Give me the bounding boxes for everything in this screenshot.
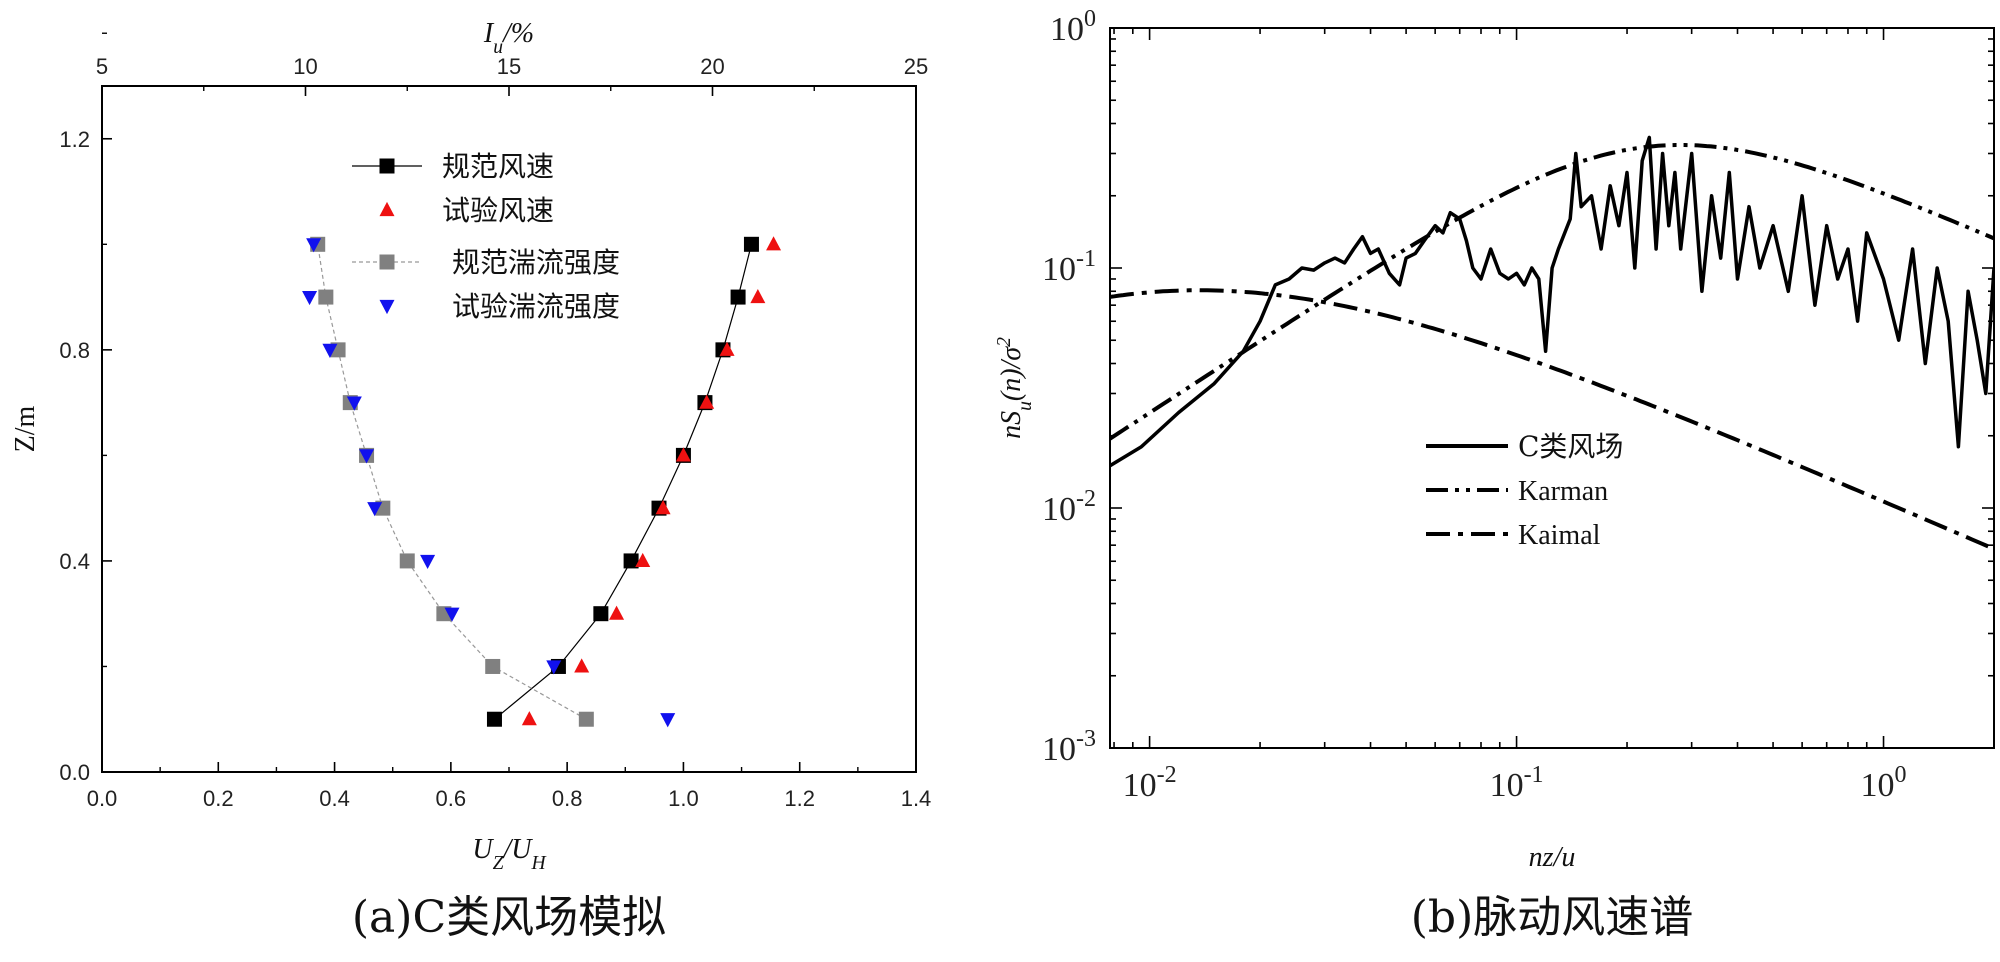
data-point-3 (444, 607, 460, 622)
plot-frame-a (101, 85, 917, 773)
panel-a: 0.0 0.2 0.4 0.6 0.8 1.0 1.2 1.4 5 10 15 20 25 0.0 0.4 0… (10, 18, 931, 943)
data-point-1 (675, 447, 691, 462)
data-point-3 (420, 554, 436, 570)
x-tick-label: 1.2 (784, 786, 815, 811)
top-axis-label: Iu/% (483, 18, 534, 58)
y-tick-label: 10-2 (1042, 486, 1096, 528)
left-axis-label-b: nSu(n)/σ2 (994, 337, 1036, 439)
bottom-axis-label: UZ/UH (472, 834, 547, 874)
data-point-2 (399, 553, 415, 569)
data-point-0 (593, 606, 609, 622)
x2-tick-label: 25 (904, 54, 928, 79)
x-tick-label: 0.2 (203, 786, 234, 811)
data-point-1 (574, 658, 590, 673)
y-tick-label: 10-1 (1042, 246, 1096, 288)
data-point-1 (750, 288, 766, 304)
bottom-axis-label-b: nz/u (1529, 842, 1576, 873)
left-axis-label: Z/m (10, 405, 41, 452)
data-point-1 (699, 394, 715, 409)
data-point-3 (322, 343, 338, 358)
data-point-0 (486, 711, 502, 727)
x-tick-label: 1.0 (668, 786, 699, 811)
legend-label: 规范湍流强度 (452, 246, 620, 279)
axes-b-ticks: 10-2 10-1 100 10-3 10-2 10-1 100 (1042, 6, 1995, 804)
legend-label-b: Kaimal (1518, 520, 1601, 551)
y-tick-label: 0.4 (59, 549, 90, 574)
legend-b: C类风场 Karman Kaimal (1426, 430, 1623, 551)
data-point-3 (367, 502, 383, 517)
x2-tick-label: 10 (293, 54, 317, 79)
data-point-2 (485, 658, 501, 674)
data-point-1 (766, 236, 782, 251)
y-tick-label: 1.2 (59, 127, 90, 152)
data-point-1 (655, 500, 671, 515)
measured-spectrum-line (1110, 135, 1994, 468)
legend-marker (379, 299, 395, 315)
panel-b: 10-2 10-1 100 10-3 10-2 10-1 100 nz/u nSu(n)/σ… (994, 6, 1995, 943)
data-point-2 (578, 711, 594, 727)
data-point-1 (521, 711, 537, 726)
legend-label: 试验湍流强度 (452, 290, 620, 323)
x-tick-label: 0.8 (552, 786, 583, 811)
data-point-0 (623, 553, 639, 569)
x-tick-label: 0.0 (87, 786, 118, 811)
data-point-0 (730, 289, 746, 305)
legend-label: 规范风速 (442, 150, 554, 183)
series-markers-a (302, 236, 782, 728)
legend-marker (379, 254, 395, 270)
data-point-3 (359, 449, 375, 464)
x2-tick-label: 5 (96, 54, 108, 79)
x-tick-label: 10-2 (1123, 762, 1177, 804)
x-tick-label: 0.6 (436, 786, 467, 811)
series-lines-b (1110, 135, 1994, 551)
caption-a: (a)C类风场模拟 (352, 892, 666, 943)
plot-frame-b (1109, 27, 1995, 749)
data-point-3 (306, 238, 322, 253)
data-point-2 (318, 289, 334, 305)
series-line-2 (317, 244, 587, 720)
karman-curve (1110, 143, 1994, 441)
y-tick-label: 0.0 (59, 760, 90, 785)
data-point-1 (719, 341, 735, 356)
legend-marker (379, 201, 395, 217)
kaimal-curve (1110, 288, 1994, 551)
x-tick-label: 0.4 (319, 786, 350, 811)
x-tick-label: 10-1 (1490, 762, 1544, 804)
x2-tick-label: 20 (700, 54, 724, 79)
data-point-0 (743, 236, 759, 252)
series-line-0 (494, 244, 753, 720)
x-tick-label: 1.4 (901, 786, 932, 811)
data-point-1 (635, 552, 651, 567)
data-point-3 (546, 660, 562, 675)
caption-b: (b)脉动风速谱 (1411, 892, 1694, 943)
x2-tick-label: 15 (497, 54, 521, 79)
legend-label: 试验风速 (442, 194, 554, 227)
y-tick-label: 0.8 (59, 338, 90, 363)
data-point-3 (660, 713, 676, 728)
data-point-3 (302, 291, 318, 306)
legend-marker (379, 158, 395, 174)
y-tick-label: 100 (1050, 6, 1096, 48)
axes-a-ticks: 0.0 0.2 0.4 0.6 0.8 1.0 1.2 1.4 5 10 15 20 25 0.0 0.4 0… (59, 32, 932, 811)
data-point-1 (609, 605, 625, 620)
x-tick-label: 100 (1861, 762, 1907, 804)
series-lines-a (317, 244, 753, 720)
y-tick-label: 10-3 (1042, 726, 1096, 768)
legend-label-b: Karman (1518, 476, 1608, 507)
legend-label-b: C类风场 (1518, 430, 1623, 463)
data-point-3 (346, 396, 362, 411)
